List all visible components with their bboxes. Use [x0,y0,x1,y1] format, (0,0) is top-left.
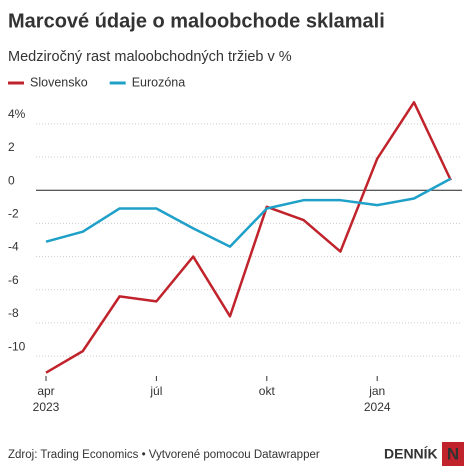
y-tick-label: -8 [8,306,19,320]
y-tick-label: -2 [8,207,19,221]
x-tick-sublabel: 2024 [364,400,391,414]
logo-mark-box [442,442,464,466]
y-tick-label: 2 [8,140,15,154]
x-tick-label: apr [37,384,54,398]
chart-title: Marcové údaje o maloobchode sklamali [8,10,385,32]
logo-mark: N [447,444,459,463]
y-tick-label: -4 [8,240,19,254]
y-tick-label: -10 [8,339,26,353]
source: Zdroj: Trading Economics • Vytvorené pom… [8,449,320,461]
x-tick-label: okt [259,384,276,398]
x-tick-label: júl [149,384,162,398]
legend-label: Slovensko [30,75,88,89]
y-tick-label: -6 [8,273,19,287]
series-line [45,101,452,374]
chart-subtitle: Medziročný rast maloobchodných tržieb v … [8,49,292,65]
x-tick-label: jan [368,384,385,398]
x-tick-sublabel: 2023 [33,400,60,414]
y-tick-label: 4% [8,107,26,121]
legend-label: Eurozóna [132,75,186,89]
series-line [45,177,452,248]
y-tick-label: 0 [8,173,15,187]
logo: DENNÍK [384,446,438,462]
